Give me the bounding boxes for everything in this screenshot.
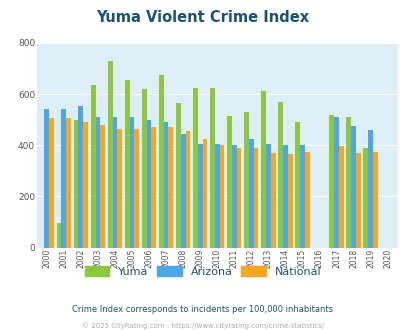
Bar <box>175 103 180 248</box>
Bar <box>243 112 248 248</box>
Bar <box>168 127 173 248</box>
Bar <box>44 109 49 248</box>
Bar <box>328 115 333 248</box>
Bar <box>214 144 219 248</box>
Bar <box>57 223 61 248</box>
Legend: Yuma, Arizona, National: Yuma, Arizona, National <box>81 262 324 280</box>
Bar <box>277 102 282 248</box>
Bar <box>117 129 122 248</box>
Bar <box>219 145 224 248</box>
Bar <box>95 117 100 248</box>
Text: © 2025 CityRating.com - https://www.cityrating.com/crime-statistics/: © 2025 CityRating.com - https://www.city… <box>82 323 323 329</box>
Bar <box>185 131 190 248</box>
Bar <box>345 117 350 248</box>
Bar <box>338 147 343 248</box>
Bar <box>112 117 117 248</box>
Bar <box>180 134 185 248</box>
Bar <box>367 130 372 248</box>
Bar <box>355 153 360 248</box>
Bar <box>231 145 236 248</box>
Bar <box>287 154 292 248</box>
Bar <box>260 91 265 248</box>
Bar <box>107 61 112 248</box>
Bar <box>248 139 253 248</box>
Bar <box>83 122 88 248</box>
Bar <box>197 144 202 248</box>
Bar <box>163 122 168 248</box>
Bar <box>362 148 367 248</box>
Bar <box>90 85 95 248</box>
Bar <box>49 118 54 248</box>
Bar <box>100 125 105 248</box>
Bar <box>236 148 241 248</box>
Bar <box>294 122 299 248</box>
Bar <box>78 106 83 248</box>
Bar <box>66 118 71 248</box>
Bar <box>146 120 151 248</box>
Bar <box>282 145 287 248</box>
Bar <box>270 153 275 248</box>
Bar <box>333 117 338 248</box>
Bar <box>141 89 146 248</box>
Bar <box>192 88 197 248</box>
Bar <box>151 127 156 248</box>
Bar <box>304 151 309 248</box>
Bar <box>134 129 139 248</box>
Bar <box>124 80 129 248</box>
Bar <box>226 116 231 248</box>
Bar <box>74 120 78 248</box>
Bar <box>372 151 377 248</box>
Bar <box>129 117 134 248</box>
Text: Yuma Violent Crime Index: Yuma Violent Crime Index <box>96 10 309 25</box>
Bar <box>202 139 207 248</box>
Bar <box>299 145 304 248</box>
Text: Crime Index corresponds to incidents per 100,000 inhabitants: Crime Index corresponds to incidents per… <box>72 305 333 314</box>
Bar <box>350 126 355 248</box>
Bar <box>253 148 258 248</box>
Bar <box>61 109 66 248</box>
Bar <box>209 88 214 248</box>
Bar <box>265 144 270 248</box>
Bar <box>158 75 163 248</box>
